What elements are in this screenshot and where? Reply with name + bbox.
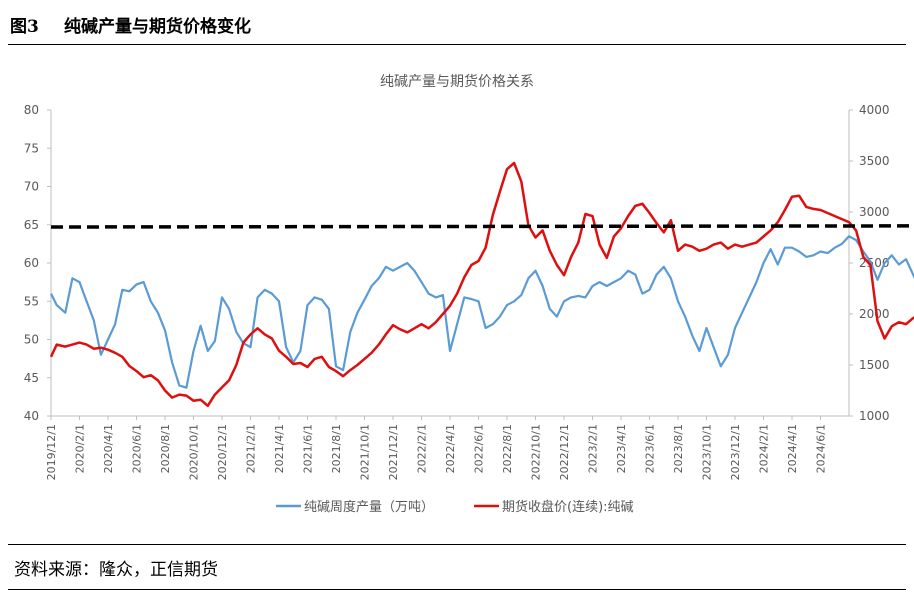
x-tick-label: 2021/8/1 [330, 424, 343, 473]
axes [50, 110, 850, 417]
left-tick-label: 65 [24, 218, 39, 232]
left-tick-label: 60 [24, 256, 39, 270]
left-tick-label: 40 [24, 409, 39, 423]
bottom-rule [8, 589, 906, 590]
right-tick-label: 1000 [859, 409, 890, 423]
x-tick-label: 2020/2/1 [74, 424, 87, 473]
figure-label: 图3 [10, 17, 39, 37]
legend-label-futures: 期货收盘价(连续):纯碱 [502, 499, 634, 515]
x-tick-label: 2020/10/1 [188, 424, 201, 480]
futures-price-line [49, 161, 914, 408]
x-tick-label: 2023/4/1 [615, 424, 628, 473]
legend-label-production: 纯碱周度产量（万吨） [304, 499, 434, 515]
left-tick-label: 80 [24, 103, 39, 117]
x-tick-label: 2023/10/1 [701, 424, 714, 480]
x-tick-label: 2022/12/1 [558, 424, 571, 480]
x-tick-label: 2024/4/1 [786, 424, 799, 473]
production-line [50, 235, 914, 389]
x-tick-label: 2021/10/1 [359, 424, 372, 480]
series-lines [49, 161, 914, 408]
right-tick-label: 2000 [859, 307, 890, 321]
x-tick-label: 2022/2/1 [416, 424, 429, 473]
x-tick-label: 2022/8/1 [501, 424, 514, 473]
x-tick-label: 2023/8/1 [672, 424, 685, 473]
header-rule [8, 44, 906, 45]
x-tick-label: 2021/6/1 [302, 424, 315, 473]
x-axis-ticks: 2019/12/1 2020/2/1 2020/4/1 2020/6/1 2020/8/… [45, 416, 828, 480]
left-tick-label: 55 [24, 294, 39, 308]
footer-rule [8, 544, 906, 545]
reference-dashed-line [50, 224, 914, 229]
x-tick-label: 2022/6/1 [473, 424, 486, 473]
x-tick-label: 2022/4/1 [444, 424, 457, 473]
x-tick-label: 2021/4/1 [273, 424, 286, 473]
x-tick-label: 2021/2/1 [245, 424, 258, 473]
x-tick-label: 2024/6/1 [815, 424, 828, 473]
x-tick-label: 2020/4/1 [102, 424, 115, 473]
left-tick-label: 50 [24, 333, 39, 347]
right-tick-label: 1500 [859, 358, 890, 372]
chart: 纯碱产量与期货价格关系 40 45 50 55 60 65 70 75 80 1000 1500 2… [24, 73, 914, 515]
x-tick-label: 2024/2/1 [758, 424, 771, 473]
left-tick-label: 70 [24, 180, 39, 194]
x-tick-label: 2022/10/1 [530, 424, 543, 480]
x-tick-label: 2019/12/1 [45, 424, 58, 480]
legend: 纯碱周度产量（万吨） 期货收盘价(连续):纯碱 [276, 499, 634, 515]
left-tick-label: 75 [24, 141, 39, 155]
right-tick-label: 3500 [859, 154, 890, 168]
x-tick-label: 2020/8/1 [159, 424, 172, 473]
x-tick-label: 2020/12/1 [216, 424, 229, 480]
left-tick-label: 45 [24, 371, 39, 385]
figure-header: 图3 纯碱产量与期货价格变化 [0, 0, 914, 44]
x-tick-label: 2023/12/1 [729, 424, 742, 480]
left-axis-ticks: 40 45 50 55 60 65 70 75 80 [24, 103, 51, 423]
chart-title: 纯碱产量与期货价格关系 [380, 73, 534, 90]
figure-title: 纯碱产量与期货价格变化 [64, 17, 251, 37]
x-tick-label: 2020/6/1 [131, 424, 144, 473]
x-tick-label: 2023/6/1 [644, 424, 657, 473]
x-tick-label: 2023/2/1 [587, 424, 600, 473]
right-tick-label: 4000 [859, 103, 890, 117]
right-tick-label: 3000 [859, 205, 890, 219]
source-note: 资料来源：隆众，正信期货 [14, 560, 218, 580]
x-tick-label: 2021/12/1 [387, 424, 400, 480]
